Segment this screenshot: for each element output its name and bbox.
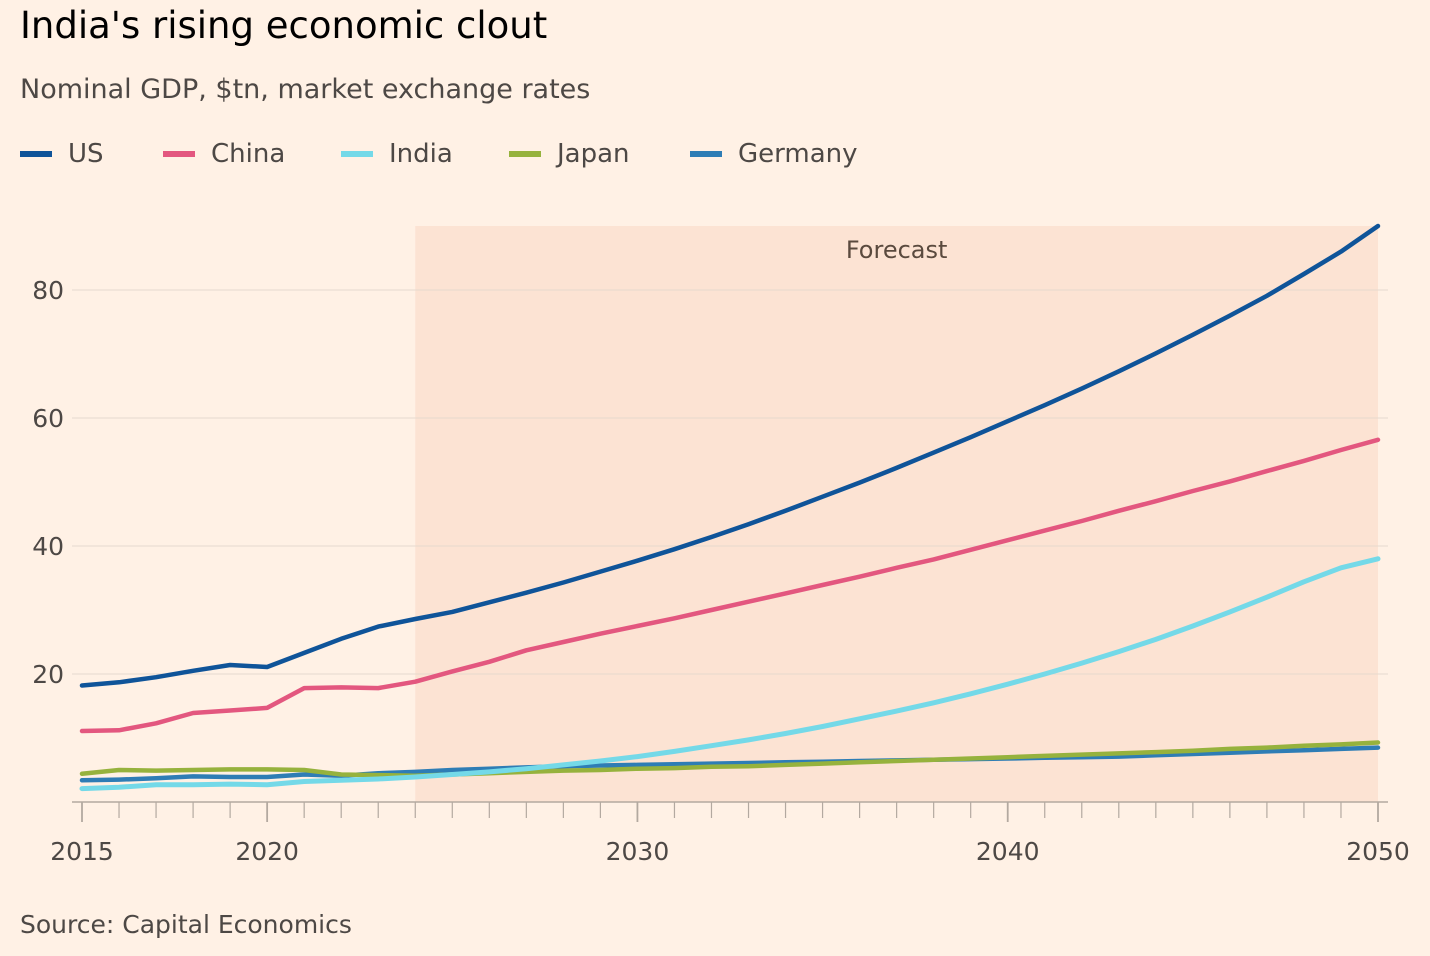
x-tick-label-2030: 2030 <box>606 837 670 866</box>
y-tick-label-80: 80 <box>32 276 64 305</box>
legend-swatch-india <box>341 151 373 157</box>
legend-label-japan: Japan <box>557 139 630 169</box>
series-line-india <box>79 556 1381 792</box>
legend-swatch-us <box>20 151 52 157</box>
x-tick-label-2040: 2040 <box>976 837 1040 866</box>
legend-item-china: China <box>163 136 285 172</box>
legend-label-germany: Germany <box>738 139 858 169</box>
legend-swatch-china <box>163 151 195 157</box>
series-line-japan <box>79 740 1381 779</box>
legend-item-germany: Germany <box>690 136 858 172</box>
legend: US China India Japan Germany <box>20 136 1020 172</box>
series-line-china <box>79 437 1381 734</box>
legend-item-japan: Japan <box>509 136 630 172</box>
y-tick-label-60: 60 <box>32 404 64 433</box>
x-tick-label-2050: 2050 <box>1346 837 1410 866</box>
chart-subtitle: Nominal GDP, $tn, market exchange rates <box>20 74 591 105</box>
y-tick-label-20: 20 <box>32 660 64 689</box>
legend-swatch-germany <box>690 151 722 157</box>
series-line-us <box>79 223 1381 688</box>
y-tick-label-40: 40 <box>32 532 64 561</box>
legend-label-china: China <box>211 139 286 169</box>
legend-label-us: US <box>68 139 104 169</box>
legend-item-us: US <box>20 136 104 172</box>
legend-item-india: India <box>341 136 453 172</box>
series-line-germany <box>79 745 1381 783</box>
forecast-label: Forecast <box>846 236 948 264</box>
x-tick-label-2020: 2020 <box>235 837 299 866</box>
source-note: Source: Capital Economics <box>20 910 352 939</box>
legend-label-india: India <box>389 139 453 169</box>
x-tick-label-2015: 2015 <box>50 837 114 866</box>
legend-swatch-japan <box>509 151 541 157</box>
chart-title: India's rising economic clout <box>20 4 548 47</box>
